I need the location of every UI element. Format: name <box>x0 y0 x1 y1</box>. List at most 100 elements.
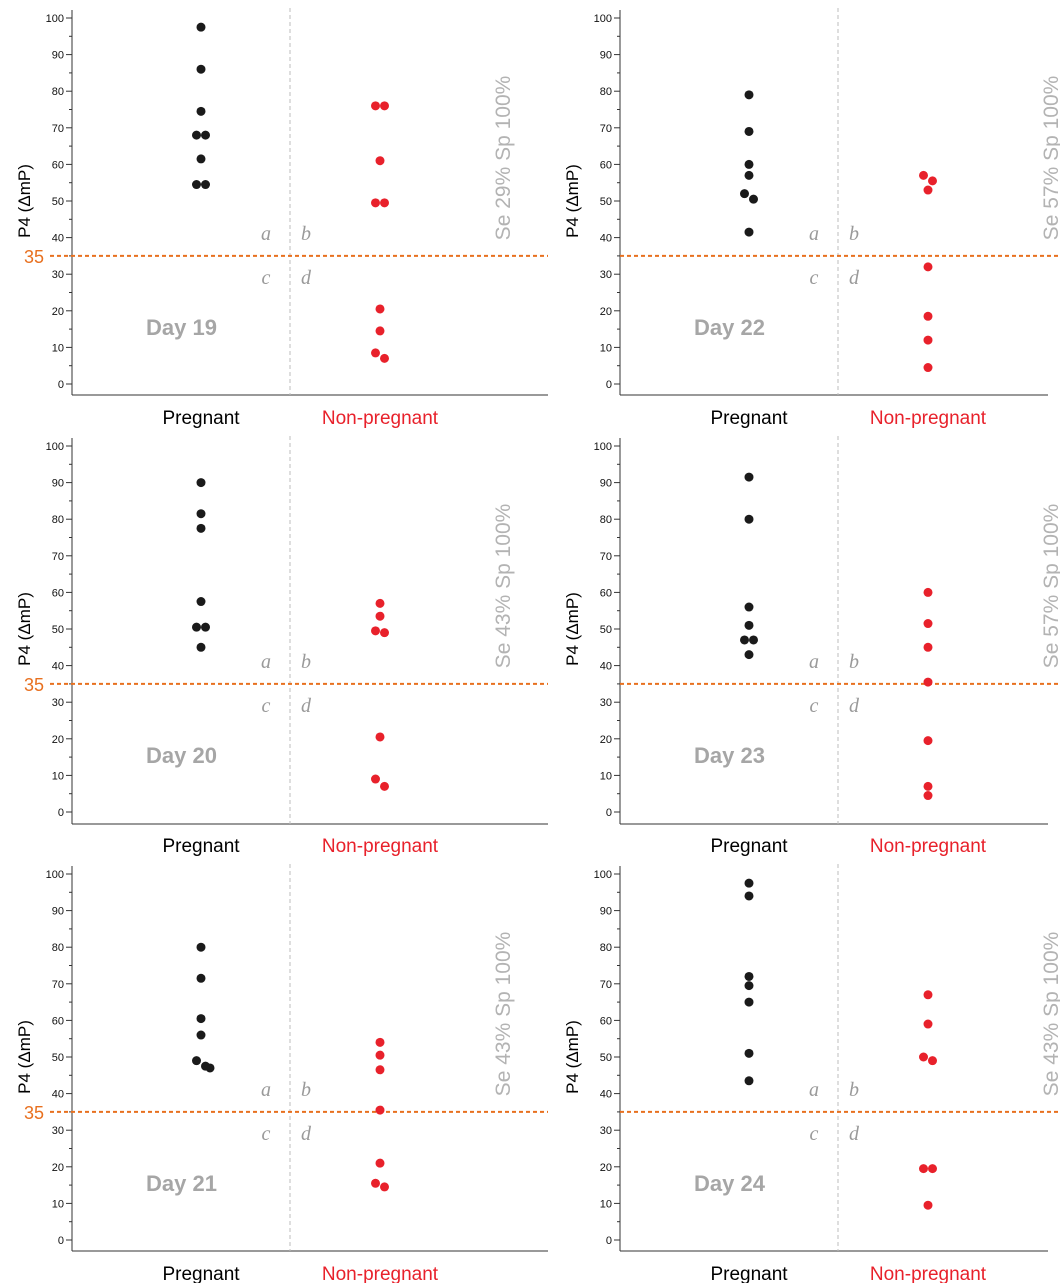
data-point-non-pregnant <box>923 335 933 345</box>
data-point-pregnant <box>196 106 206 116</box>
quadrant-label-d: d <box>849 267 860 289</box>
data-point-pregnant <box>740 635 749 645</box>
y-tick-label: 50 <box>52 196 64 208</box>
data-point-pregnant <box>744 620 754 630</box>
category-label-non-pregnant: Non-pregnant <box>322 1264 439 1283</box>
data-point-non-pregnant <box>928 1164 937 1174</box>
y-tick-label: 60 <box>52 159 64 171</box>
data-point-non-pregnant <box>923 781 933 791</box>
y-tick-label: 30 <box>600 269 612 281</box>
panel-day-22: 0 10 20 30 40 50 60 70 80 90 100 P4 (ΔmP) a b c d Se 57%… <box>563 8 1060 429</box>
data-point-pregnant <box>196 1014 206 1024</box>
data-point-pregnant <box>744 1048 754 1058</box>
y-tick-label: 20 <box>52 306 64 318</box>
panel-day-20: 0 10 20 30 40 50 60 70 80 90 100 P4 (ΔmP) 35 a b c d Se 4… <box>15 436 548 857</box>
se-sp-label: Se 57% Sp 100% <box>1040 76 1060 241</box>
y-tick-label: 0 <box>606 807 612 819</box>
data-point-non-pregnant <box>928 1056 937 1066</box>
y-tick-label: 60 <box>52 587 64 599</box>
quadrant-label-d: d <box>301 267 312 289</box>
y-tick-label: 20 <box>52 734 64 746</box>
data-point-non-pregnant <box>371 774 380 784</box>
data-point-pregnant <box>196 597 206 607</box>
data-point-pregnant <box>196 154 206 164</box>
data-point-non-pregnant <box>371 348 380 358</box>
data-point-pregnant <box>196 523 206 533</box>
quadrant-label-a: a <box>809 651 819 673</box>
data-point-non-pregnant <box>923 990 933 1000</box>
data-point-non-pregnant <box>923 677 933 687</box>
y-tick-label: 20 <box>600 1162 612 1174</box>
data-point-non-pregnant <box>375 598 385 608</box>
y-tick-label: 20 <box>52 1162 64 1174</box>
data-point-non-pregnant <box>375 304 385 314</box>
data-point-non-pregnant <box>919 1164 928 1174</box>
category-label-pregnant: Pregnant <box>162 1264 240 1283</box>
y-tick-label: 60 <box>600 587 612 599</box>
data-point-pregnant <box>744 514 754 524</box>
threshold-label: 35 <box>24 1103 44 1123</box>
category-label-pregnant: Pregnant <box>162 836 240 857</box>
data-point-pregnant <box>744 472 754 482</box>
panel-day-23: 0 10 20 30 40 50 60 70 80 90 100 P4 (ΔmP) a b c d Se 57%… <box>563 436 1060 857</box>
y-tick-label: 40 <box>600 233 612 245</box>
category-label-non-pregnant: Non-pregnant <box>870 408 987 429</box>
y-tick-label: 50 <box>52 624 64 636</box>
data-point-pregnant <box>196 478 206 488</box>
category-label-non-pregnant: Non-pregnant <box>322 836 439 857</box>
y-tick-label: 80 <box>52 86 64 98</box>
data-point-pregnant <box>196 973 206 983</box>
y-tick-label: 70 <box>52 123 64 135</box>
quadrant-label-c: c <box>810 695 819 717</box>
data-point-pregnant <box>196 942 206 952</box>
y-tick-label: 10 <box>52 770 64 782</box>
y-tick-label: 0 <box>58 1235 64 1247</box>
data-point-pregnant <box>744 90 754 100</box>
data-point-pregnant <box>744 971 754 981</box>
data-point-pregnant <box>201 180 210 190</box>
data-point-pregnant <box>192 180 201 190</box>
y-tick-label: 90 <box>600 906 612 918</box>
quadrant-label-c: c <box>262 695 271 717</box>
y-axis-label: P4 (ΔmP) <box>15 592 34 666</box>
y-tick-label: 0 <box>58 807 64 819</box>
y-tick-label: 20 <box>600 306 612 318</box>
data-point-pregnant <box>744 650 754 660</box>
y-tick-label: 80 <box>52 942 64 954</box>
data-point-non-pregnant <box>375 611 385 621</box>
panel-day-19: 0 10 20 30 40 50 60 70 80 90 100 P4 (ΔmP) 35 a b c d Se 2… <box>15 8 548 429</box>
quadrant-label-c: c <box>810 267 819 289</box>
y-tick-label: 100 <box>594 13 612 25</box>
y-tick-label: 60 <box>600 1015 612 1027</box>
data-point-non-pregnant <box>371 198 380 208</box>
data-point-non-pregnant <box>375 156 385 166</box>
data-point-non-pregnant <box>371 1178 380 1188</box>
y-tick-label: 50 <box>600 196 612 208</box>
data-point-non-pregnant <box>380 101 389 111</box>
day-label: Day 20 <box>146 743 217 768</box>
data-point-non-pregnant <box>375 1050 385 1060</box>
category-label-non-pregnant: Non-pregnant <box>322 408 439 429</box>
quadrant-label-c: c <box>810 1123 819 1145</box>
y-tick-label: 90 <box>52 50 64 62</box>
data-point-non-pregnant <box>375 1158 385 1168</box>
data-point-non-pregnant <box>371 626 380 636</box>
quadrant-label-b: b <box>301 223 311 245</box>
data-point-pregnant <box>744 126 754 136</box>
y-tick-label: 40 <box>52 233 64 245</box>
data-point-pregnant <box>205 1063 215 1073</box>
data-point-non-pregnant <box>923 736 933 746</box>
y-tick-label: 80 <box>600 942 612 954</box>
data-point-non-pregnant <box>923 791 933 801</box>
data-point-non-pregnant <box>380 353 389 363</box>
day-label: Day 19 <box>146 315 217 340</box>
y-tick-label: 30 <box>52 269 64 281</box>
y-tick-label: 50 <box>600 1052 612 1064</box>
data-point-non-pregnant <box>923 185 933 195</box>
data-point-non-pregnant <box>380 781 389 791</box>
quadrant-label-d: d <box>301 1123 312 1145</box>
quadrant-label-a: a <box>261 1079 271 1101</box>
quadrant-label-d: d <box>849 1123 860 1145</box>
data-point-non-pregnant <box>380 198 389 208</box>
